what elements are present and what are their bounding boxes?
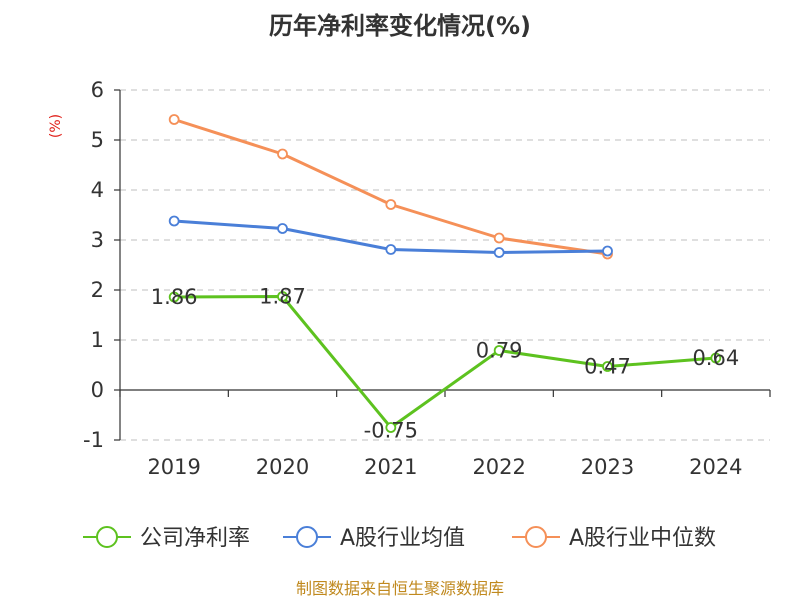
data-point[interactable] [493, 345, 505, 356]
x-tick-label: 2020 [256, 455, 309, 479]
data-point[interactable] [277, 148, 288, 160]
data-point[interactable] [602, 245, 613, 257]
y-tick-label: 1 [91, 328, 104, 352]
data-point[interactable] [277, 223, 288, 234]
data-point[interactable] [710, 352, 722, 364]
data-point[interactable] [385, 244, 397, 255]
y-tick-label: 6 [91, 78, 104, 102]
data-point[interactable] [168, 291, 180, 303]
data-label: 1.86 [151, 285, 198, 309]
y-tick-label: 3 [91, 228, 104, 252]
data-label: 1.87 [259, 285, 306, 309]
data-point[interactable] [168, 215, 180, 227]
legend-marker[interactable] [96, 526, 118, 548]
y-axis-label: (%) [48, 114, 64, 138]
legend-label: 公司净利率 [140, 526, 250, 551]
data-point[interactable] [385, 422, 397, 433]
y-tick-label: 0 [91, 378, 104, 402]
x-tick-label: 2024 [689, 455, 742, 479]
data-label: -0.75 [364, 419, 418, 443]
data-point[interactable] [277, 291, 288, 302]
x-tick-label: 2023 [581, 455, 634, 479]
series-line-0 [172, 295, 718, 429]
data-point[interactable] [168, 114, 180, 125]
chart-title: 历年净利率变化情况(%) [269, 12, 531, 40]
legend-label: A股行业中位数 [569, 526, 716, 551]
data-label: 0.47 [584, 355, 631, 379]
legend-marker[interactable] [296, 526, 318, 548]
legend-marker[interactable] [525, 526, 547, 548]
data-label: 0.64 [692, 346, 739, 370]
data-point[interactable] [493, 232, 505, 244]
x-tick-label: 2022 [472, 455, 525, 479]
data-point[interactable] [385, 199, 397, 210]
y-tick-label: 4 [91, 178, 104, 202]
legend-label: A股行业均值 [340, 526, 465, 551]
x-tick-label: 2021 [364, 455, 417, 479]
x-tick-label: 2019 [147, 455, 200, 479]
data-label: 0.79 [476, 339, 523, 363]
source-note: 制图数据来自恒生聚源数据库 [296, 579, 504, 598]
y-tick-label: 5 [91, 128, 104, 152]
data-point[interactable] [602, 361, 613, 372]
y-tick-label: 2 [91, 278, 104, 302]
data-point[interactable] [493, 247, 505, 258]
y-tick-label: -1 [83, 428, 104, 452]
